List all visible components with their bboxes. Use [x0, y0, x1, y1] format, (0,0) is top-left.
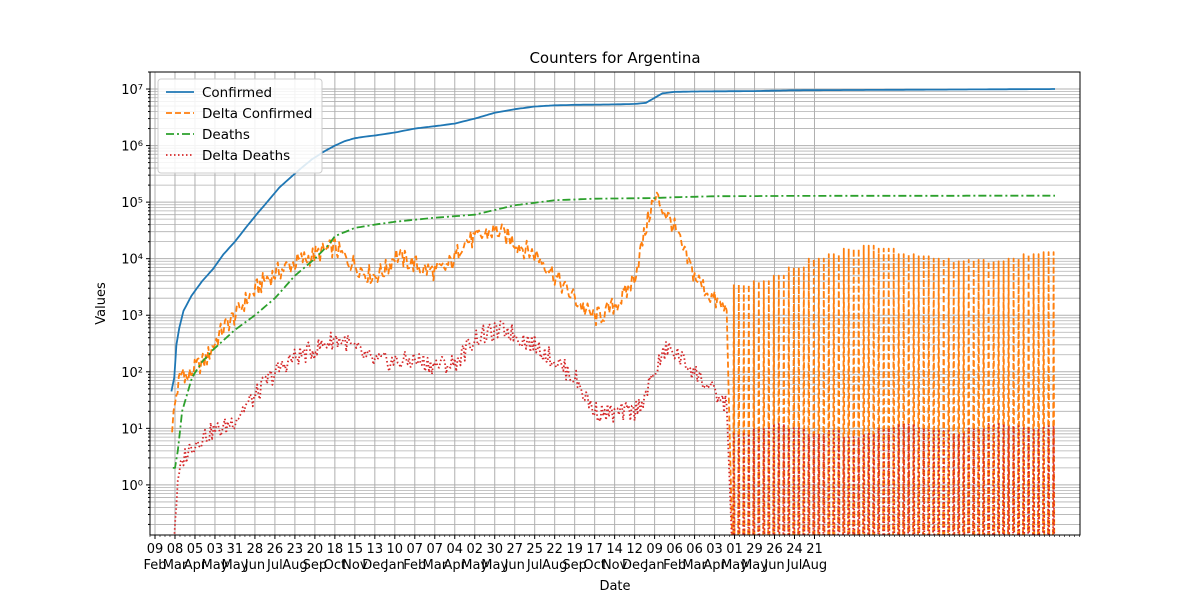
x-tick-day: 14 — [606, 542, 623, 557]
x-tick-day: 10 — [387, 542, 404, 557]
x-tick-day: 09 — [646, 542, 663, 557]
x-tick-day: 02 — [466, 542, 483, 557]
x-tick-day: 07 — [407, 542, 424, 557]
x-tick-day: 12 — [626, 542, 643, 557]
x-tick-day: 28 — [247, 542, 264, 557]
x-tick-month: Oct — [583, 558, 605, 573]
x-tick-day: 18 — [327, 542, 344, 557]
x-tick-day: 04 — [446, 542, 463, 557]
series-line-delta-deaths — [173, 320, 1056, 535]
x-tick-day: 26 — [766, 542, 783, 557]
x-tick-month: Feb — [663, 558, 686, 573]
x-tick-month: May — [481, 558, 508, 573]
x-tick-day: 17 — [586, 542, 603, 557]
x-tick-day: 29 — [746, 542, 763, 557]
x-tick-day: 25 — [526, 542, 543, 557]
y-tick-label: 10⁰ — [121, 479, 143, 494]
x-tick-day: 26 — [267, 542, 284, 557]
x-tick-day: 23 — [287, 542, 304, 557]
x-tick-month: Sep — [562, 558, 587, 573]
legend-label: Deaths — [202, 127, 250, 143]
y-tick-label: 10¹ — [121, 422, 143, 437]
x-tick-month: Nov — [602, 558, 628, 573]
legend-box — [157, 78, 323, 174]
x-tick-day: 09 — [147, 542, 164, 557]
x-tick-day: 20 — [307, 542, 324, 557]
chart-title: Counters for Argentina — [529, 49, 700, 67]
x-tick-month: Jun — [244, 558, 265, 573]
y-tick-label: 10⁵ — [121, 196, 143, 211]
x-tick-month: Aug — [282, 558, 307, 573]
x-tick-day: 13 — [367, 542, 384, 557]
x-tick-month: Apr — [444, 558, 467, 573]
x-tick-month: Apr — [703, 558, 726, 573]
x-tick-day: 07 — [427, 542, 444, 557]
x-tick-month: May — [221, 558, 248, 573]
y-tick-label: 10⁴ — [121, 253, 143, 268]
x-tick-day: 03 — [706, 542, 723, 557]
x-tick-day: 03 — [207, 542, 224, 557]
x-tick-day: 22 — [546, 542, 563, 557]
x-tick-day: 21 — [806, 542, 823, 557]
x-tick-month: Oct — [324, 558, 346, 573]
x-tick-month: Jun — [504, 558, 525, 573]
x-tick-month: Mar — [423, 558, 448, 573]
y-tick-label: 10² — [121, 366, 143, 381]
x-tick-day: 27 — [506, 542, 523, 557]
x-tick-month: Feb — [143, 558, 166, 573]
x-tick-month: Aug — [542, 558, 567, 573]
x-tick-day: 31 — [227, 542, 244, 557]
x-tick-day: 30 — [486, 542, 503, 557]
x-tick-day: 06 — [666, 542, 683, 557]
series-line-delta-confirmed — [171, 191, 1056, 535]
x-tick-month: Dec — [622, 558, 647, 573]
x-tick-month: Jul — [786, 558, 803, 573]
x-tick-month: Jan — [644, 558, 665, 573]
y-tick-label: 10³ — [121, 309, 143, 324]
x-tick-month: Aug — [802, 558, 827, 573]
x-tick-month: Jul — [266, 558, 283, 573]
x-tick-month: May — [741, 558, 768, 573]
y-tick-label: 10⁶ — [121, 140, 143, 155]
x-tick-month: Jul — [526, 558, 543, 573]
x-tick-month: Nov — [342, 558, 368, 573]
legend-label: Delta Confirmed — [202, 106, 312, 122]
x-tick-month: May — [202, 558, 229, 573]
x-axis-title: Date — [599, 579, 630, 594]
x-tick-month: Mar — [682, 558, 707, 573]
x-tick-month: Dec — [362, 558, 387, 573]
x-tick-month: Sep — [303, 558, 328, 573]
legend: Confirmed Delta Confirmed Deaths Delta Deat… — [157, 78, 323, 174]
x-tick-month: Jan — [384, 558, 405, 573]
axes: 10⁰10¹10²10³10⁴10⁵10⁶10⁷09Feb08Mar05Apr0… — [121, 71, 1080, 573]
x-tick-month: Jun — [763, 558, 784, 573]
x-tick-day: 01 — [726, 542, 743, 557]
x-tick-day: 05 — [187, 542, 204, 557]
x-tick-month: Mar — [163, 558, 188, 573]
x-tick-month: May — [721, 558, 748, 573]
y-axis-title: Values — [94, 282, 109, 325]
y-tick-label: 10⁷ — [121, 83, 143, 98]
x-tick-day: 06 — [686, 542, 703, 557]
x-tick-day: 15 — [347, 542, 364, 557]
x-tick-day: 19 — [566, 542, 583, 557]
x-tick-month: Feb — [403, 558, 426, 573]
x-tick-day: 24 — [786, 542, 803, 557]
x-tick-day: 08 — [167, 542, 184, 557]
legend-label: Delta Deaths — [202, 148, 290, 164]
legend-label: Confirmed — [202, 85, 272, 101]
x-tick-month: May — [461, 558, 488, 573]
x-tick-month: Apr — [184, 558, 207, 573]
